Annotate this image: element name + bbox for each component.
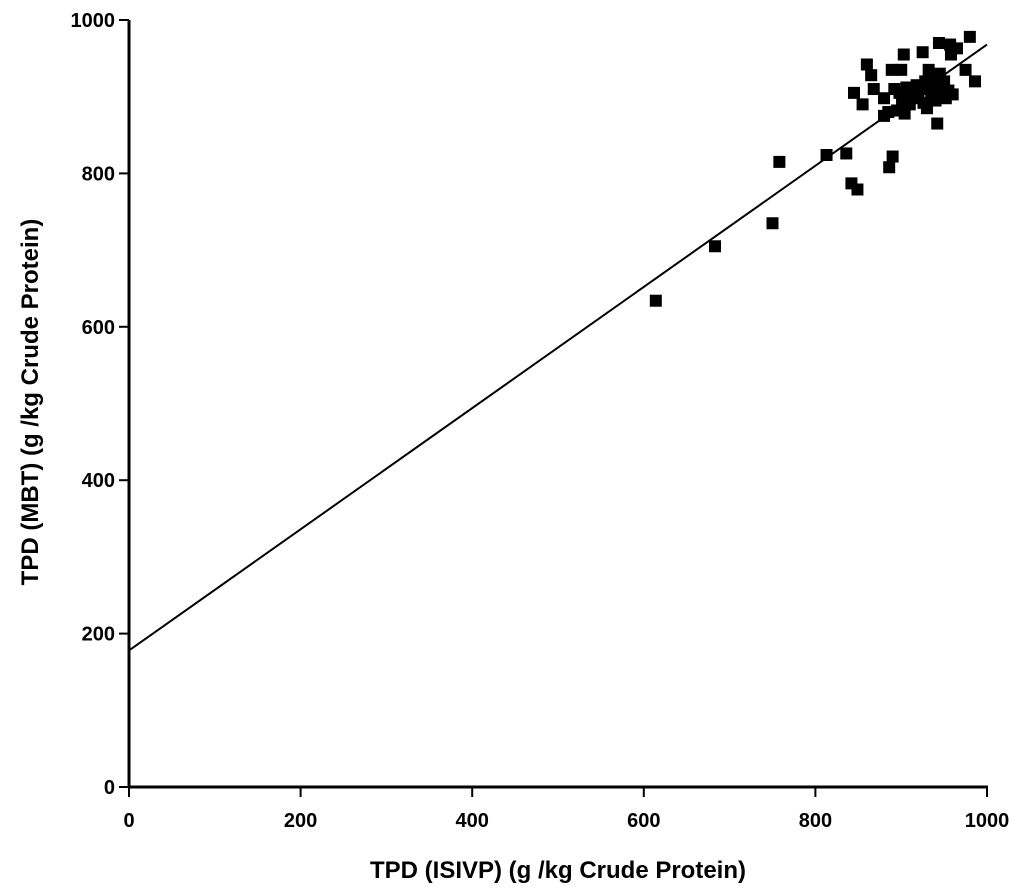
x-tick-label: 600 — [627, 810, 660, 832]
y-axis: 0 200 400 600 800 1000 — [71, 10, 131, 799]
data-point — [968, 75, 981, 88]
data-point — [897, 48, 910, 61]
data-point — [867, 83, 880, 96]
x-tick-label: 800 — [799, 810, 832, 832]
data-point — [883, 161, 896, 174]
x-tick-label: 1000 — [965, 810, 1010, 832]
y-tick-label: 600 — [82, 317, 115, 339]
y-tick-label: 200 — [82, 624, 115, 646]
data-point — [931, 117, 944, 130]
data-point — [885, 63, 898, 76]
data-point — [946, 88, 959, 101]
regression-line — [128, 43, 988, 652]
data-point — [898, 107, 911, 120]
data-point — [895, 63, 908, 76]
data-points — [649, 30, 981, 307]
x-tick-label: 200 — [284, 810, 317, 832]
data-point — [886, 150, 899, 163]
data-point — [709, 240, 722, 253]
data-point — [916, 46, 929, 59]
data-point — [848, 86, 861, 99]
data-point — [878, 92, 891, 105]
data-point — [820, 148, 833, 161]
data-point — [773, 155, 786, 168]
y-tick-label: 800 — [82, 163, 115, 185]
data-point — [860, 58, 873, 71]
data-point — [840, 147, 853, 160]
data-point — [649, 294, 662, 307]
y-tick-label: 0 — [104, 777, 115, 799]
data-point — [932, 37, 945, 50]
x-tick-label: 400 — [456, 810, 489, 832]
data-point — [766, 217, 779, 230]
data-point — [865, 69, 878, 82]
data-point — [959, 63, 972, 76]
data-point — [856, 98, 869, 111]
x-axis-title: TPD (ISIVP) (g /kg Crude Protein) — [370, 857, 746, 884]
y-tick-label: 400 — [82, 470, 115, 492]
data-point — [963, 30, 976, 43]
data-point — [950, 42, 963, 55]
x-axis: 0 200 400 600 800 1000 — [123, 785, 1010, 832]
data-point — [938, 75, 951, 88]
y-tick-label: 1000 — [71, 10, 116, 32]
y-axis-title: TPD (MBT) (g /kg Crude Protein) — [17, 219, 44, 586]
data-point — [851, 183, 864, 196]
x-tick-label: 0 — [123, 810, 134, 832]
